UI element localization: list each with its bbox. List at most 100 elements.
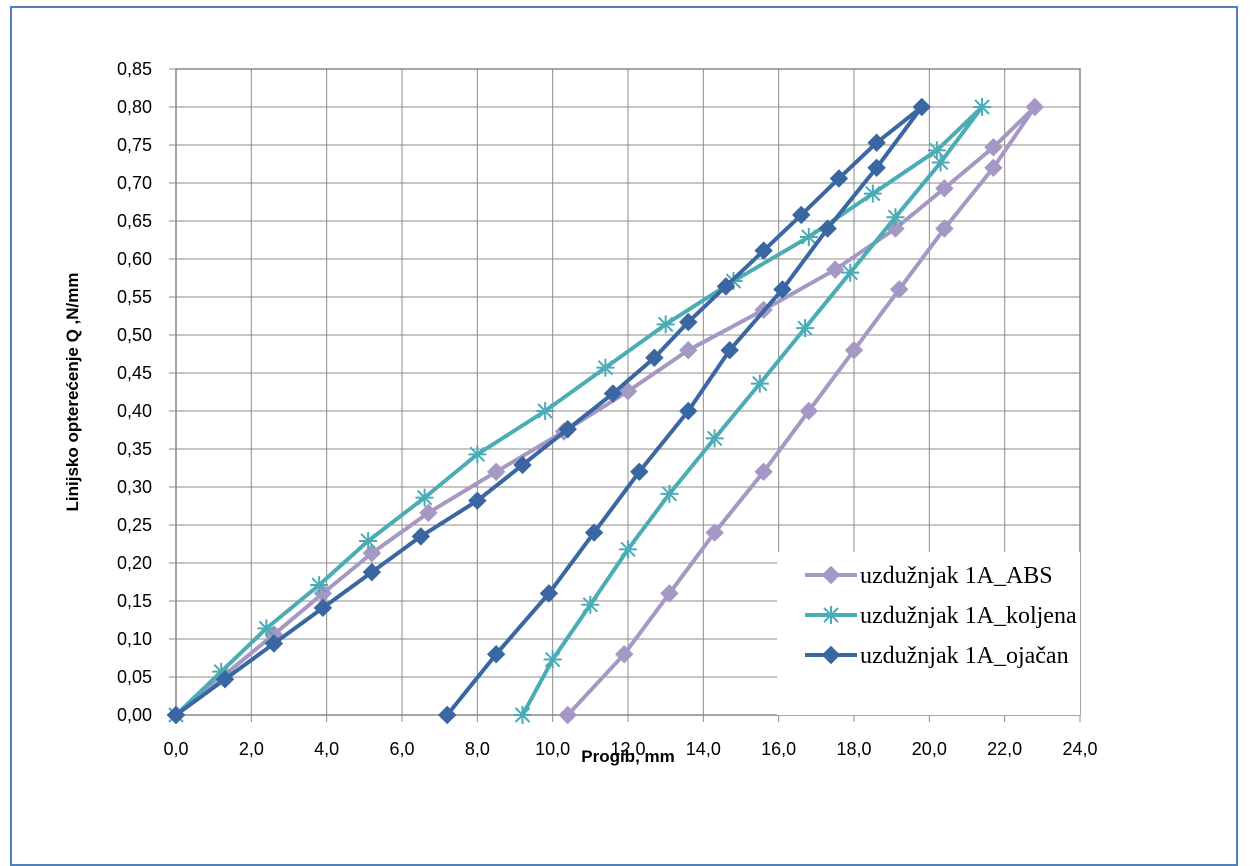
data-point [618, 382, 638, 401]
legend-entry: uzdužnjak 1A_ojačan [805, 643, 1069, 669]
data-point [215, 670, 235, 689]
data-point [679, 401, 698, 421]
data-point [792, 205, 811, 225]
series-layer [166, 97, 1045, 725]
data-point [935, 179, 954, 198]
marker-stroke [514, 707, 531, 723]
x-tick-label: 22,0 [987, 739, 1022, 759]
data-point [558, 420, 577, 439]
data-point [679, 340, 698, 360]
data-point [973, 98, 992, 116]
y-tick-label: 0,20 [117, 553, 152, 573]
plot-area [175, 68, 1081, 716]
y-tick-label: 0,40 [117, 401, 152, 421]
data-point [212, 662, 231, 681]
x-tick-label: 0,0 [163, 739, 188, 759]
legend-marker [821, 565, 841, 585]
marker-stroke [929, 142, 945, 159]
data-point [359, 531, 378, 550]
data-point [615, 644, 634, 664]
x-tick-label: 4,0 [314, 739, 339, 759]
marker-stroke [258, 620, 275, 637]
data-point [257, 619, 276, 638]
data-point [931, 153, 950, 172]
data-point [750, 374, 769, 393]
x-tick-label: 20,0 [912, 739, 947, 759]
data-point [796, 319, 815, 338]
data-point [799, 401, 819, 421]
x-tick-label: 16,0 [761, 739, 796, 759]
data-point [536, 402, 555, 420]
marker-stroke [416, 489, 433, 506]
data-point [799, 227, 818, 246]
legend-label: uzdužnjak 1A_koljena [860, 603, 1077, 629]
x-tick-label: 18,0 [836, 739, 871, 759]
marker-stroke [537, 403, 553, 419]
y-tick-label: 0,50 [117, 325, 152, 345]
data-point [912, 97, 932, 117]
data-point [558, 705, 577, 725]
data-point [437, 705, 457, 725]
data-point [362, 562, 382, 582]
legend-entry: uzdužnjak 1A_ABS [805, 563, 1053, 589]
marker-stroke [360, 533, 376, 549]
y-tick-label: 0,35 [117, 439, 152, 459]
data-point [829, 169, 849, 188]
data-point [984, 158, 1003, 178]
series-line [174, 105, 985, 717]
data-point [645, 348, 664, 368]
data-point [867, 133, 886, 152]
marker-stroke [469, 446, 486, 463]
tick-labels: 0,0 2,0 4,0 6,0 8,0 10,0 12,0 14,0 16,0 18,0 20,0 2… [117, 59, 1098, 759]
data-point [660, 484, 679, 503]
marker-stroke [932, 154, 949, 171]
y-tick-label: 0,70 [117, 173, 152, 193]
y-tick-label: 0,15 [117, 591, 152, 611]
x-tick-label: 24,0 [1062, 739, 1097, 759]
marker-stroke [213, 663, 229, 680]
y-tick-label: 0,80 [117, 97, 152, 117]
data-point [313, 598, 333, 618]
data-point [818, 219, 837, 238]
data-point [889, 280, 909, 299]
data-point [468, 491, 487, 510]
marker-stroke [657, 316, 674, 333]
data-point [773, 280, 792, 299]
data-point [927, 141, 946, 160]
data-point [844, 340, 864, 360]
data-point [867, 158, 886, 178]
data-point [539, 584, 559, 603]
data-point [720, 340, 739, 360]
data-point [264, 634, 284, 653]
legend-marker [821, 645, 841, 665]
data-point [825, 260, 845, 279]
x-tick-label: 6,0 [389, 739, 414, 759]
data-point [596, 358, 615, 377]
chart: 0,0 2,0 4,0 6,0 8,0 10,0 12,0 14,0 16,0 18,0 20,0 2… [63, 59, 1098, 766]
data-point [486, 644, 506, 664]
data-point [415, 488, 434, 507]
marker-stroke [752, 375, 768, 392]
data-point [679, 312, 698, 332]
y-axis-title: Linijsko opterećenje Q ,N/mm [63, 272, 82, 511]
marker-stroke [865, 185, 881, 202]
y-tick-label: 0,55 [117, 287, 152, 307]
y-tick-label: 0,10 [117, 629, 152, 649]
data-point [543, 650, 562, 669]
marker-stroke [661, 486, 678, 502]
marker-stroke [544, 651, 561, 668]
data-point [935, 219, 954, 238]
y-tick-label: 0,30 [117, 477, 152, 497]
y-tick-label: 0,65 [117, 211, 152, 231]
data-point [630, 462, 649, 482]
data-point [486, 462, 506, 482]
data-point [656, 315, 675, 334]
data-point [1025, 97, 1045, 117]
x-tick-label: 2,0 [239, 739, 264, 759]
x-tick-label: 10,0 [535, 739, 570, 759]
y-tick-label: 0,75 [117, 135, 152, 155]
data-point [310, 576, 329, 595]
legend-marker [822, 606, 840, 624]
marker-stroke [620, 541, 636, 558]
data-point [886, 208, 905, 227]
